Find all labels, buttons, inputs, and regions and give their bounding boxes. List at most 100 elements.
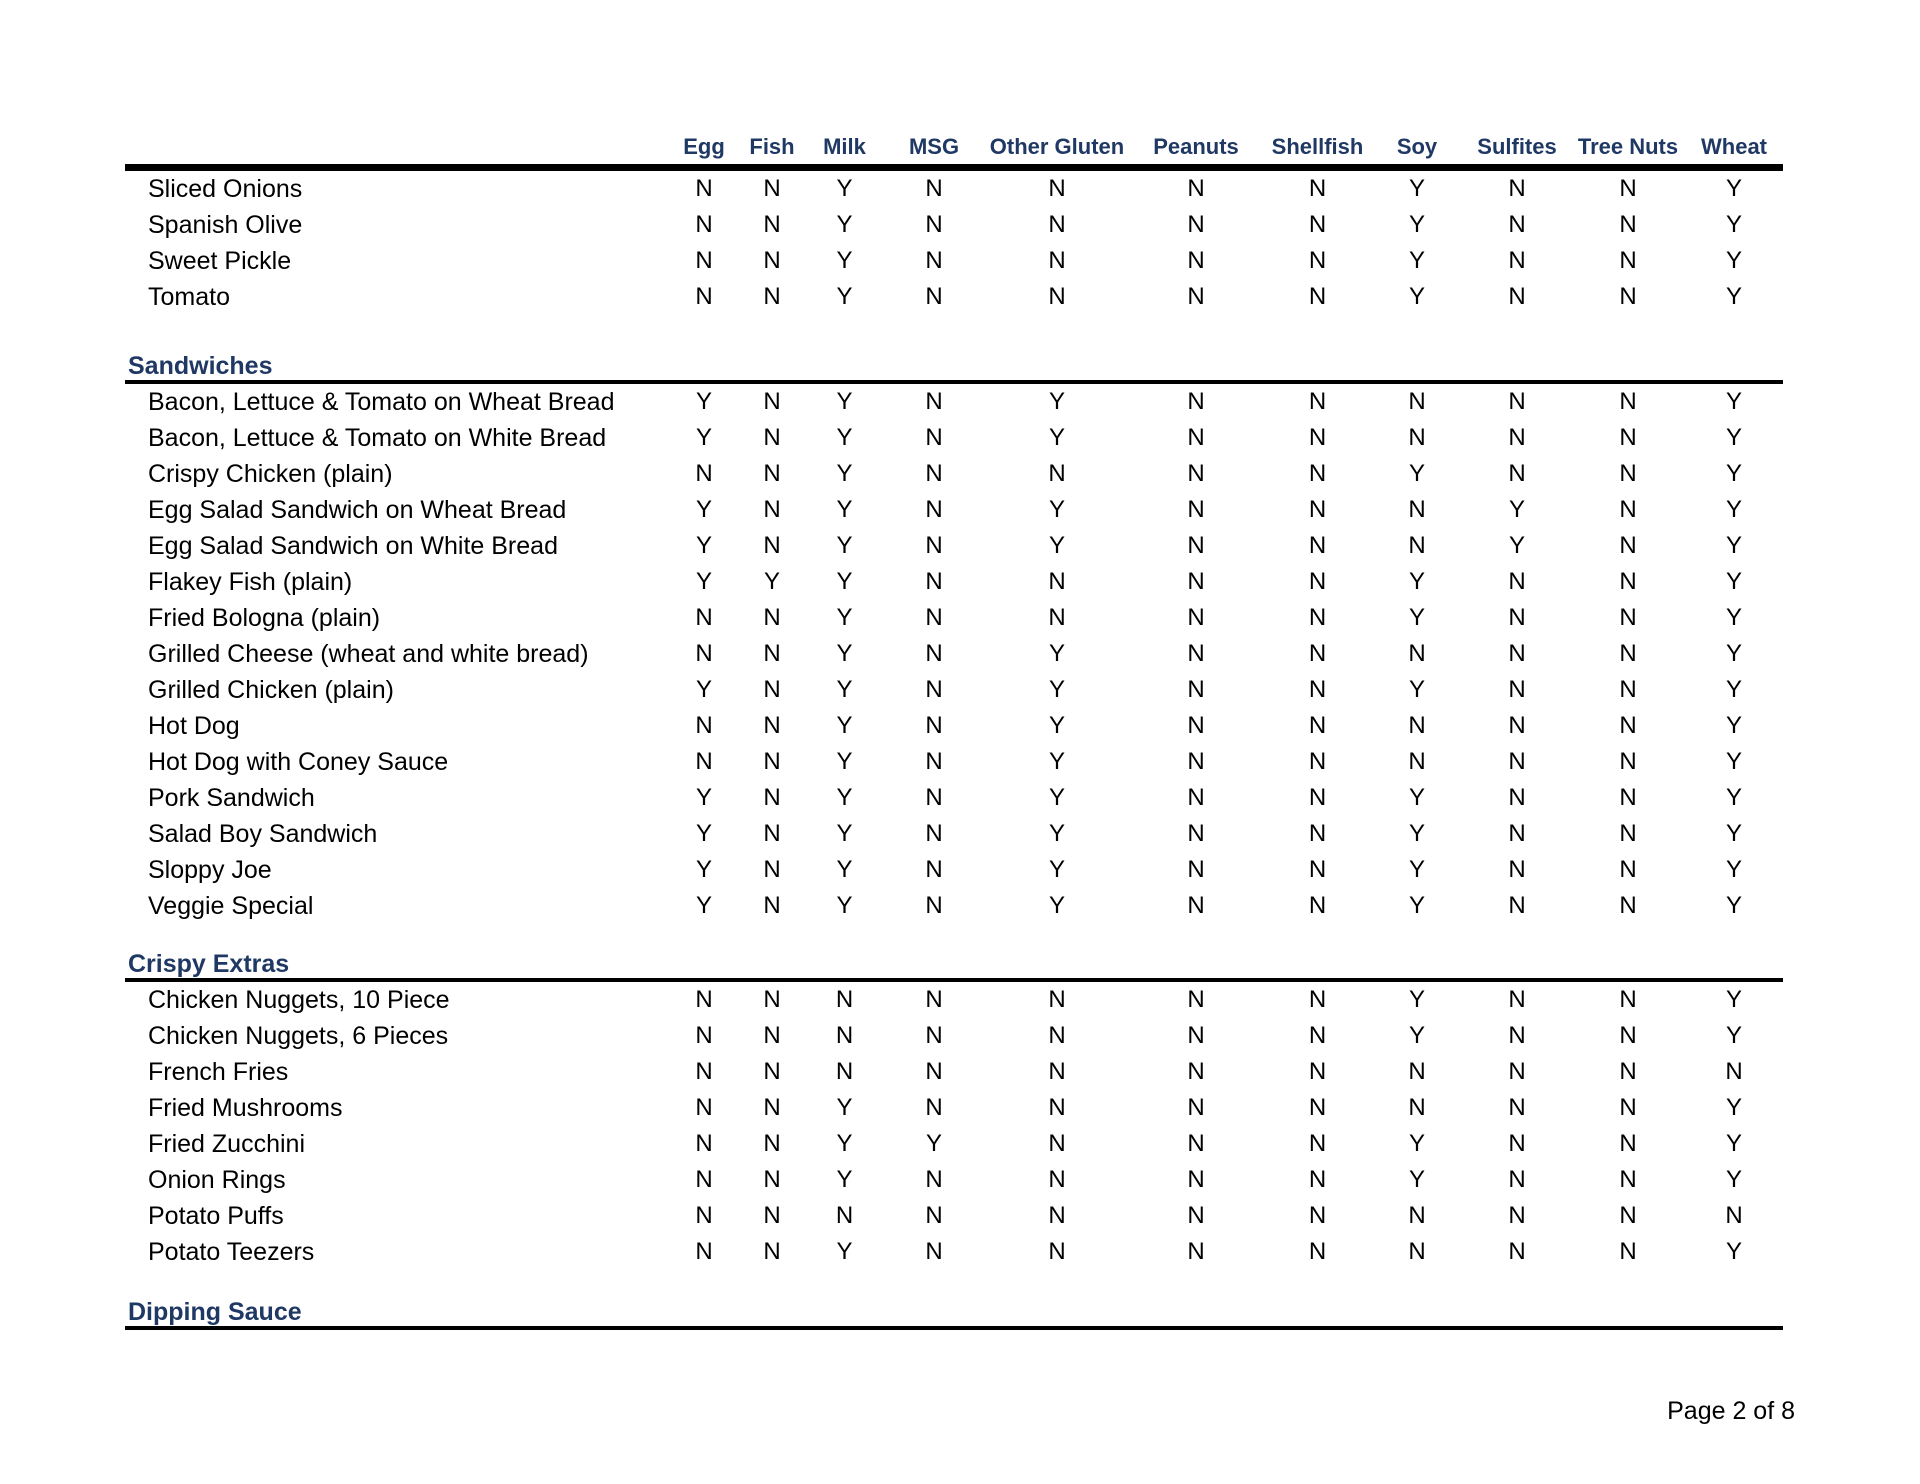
- allergen-value-cell: N: [1048, 1022, 1066, 1049]
- allergen-value-cell: N: [1308, 986, 1327, 1013]
- allergen-value-cell: N: [1508, 784, 1526, 811]
- allergen-value-cell: Y: [1048, 496, 1065, 523]
- allergen-value-cell: N: [925, 1058, 943, 1085]
- allergen-value-cell: N: [1308, 211, 1327, 238]
- allergen-value-cell: N: [1508, 1022, 1526, 1049]
- allergen-value-cell: N: [1187, 676, 1205, 703]
- column-header: Sulfites: [1477, 134, 1557, 159]
- allergen-value-cell: Y: [1408, 1166, 1425, 1193]
- table-row: Egg Salad Sandwich on Wheat Bread Y N Y N Y N N…: [125, 492, 1783, 528]
- allergen-value-cell: N: [695, 986, 713, 1013]
- allergen-value-cell: N: [1508, 748, 1526, 775]
- item-name-cell: Grilled Chicken (plain): [148, 675, 394, 704]
- allergen-value-cell: N: [695, 1094, 713, 1121]
- allergen-value-cell: N: [925, 820, 943, 847]
- allergen-value-cell: N: [1187, 820, 1205, 847]
- allergen-value-cell: N: [1508, 568, 1526, 595]
- allergen-value-cell: N: [695, 640, 713, 667]
- allergen-value-cell: N: [1308, 460, 1327, 487]
- table-row: Potato Puffs N N N N N N N N N N N: [125, 1198, 1783, 1234]
- allergen-value-cell: N: [925, 892, 943, 919]
- allergen-value-cell: N: [925, 1238, 943, 1265]
- allergen-value-cell: Y: [1725, 1130, 1742, 1157]
- allergen-value-cell: N: [695, 1238, 713, 1265]
- section-rule: [125, 978, 1783, 982]
- allergen-value-cell: N: [1187, 856, 1205, 883]
- table-row: Sweet Pickle N N Y N N N N Y N N Y: [125, 243, 1783, 279]
- allergen-value-cell: N: [1187, 388, 1205, 415]
- allergen-value-cell: Y: [836, 1238, 853, 1265]
- allergen-value-cell: Y: [836, 532, 853, 559]
- allergen-value-cell: N: [1408, 496, 1426, 523]
- allergen-value-cell: N: [1508, 640, 1526, 667]
- allergen-value-cell: Y: [1048, 856, 1065, 883]
- allergen-value-cell: N: [1508, 175, 1526, 202]
- table-row: Pork Sandwich Y N Y N Y N N Y N N Y: [125, 780, 1783, 816]
- allergen-table: Egg Fish Milk MSG Other Gluten Peanuts Shellfi…: [125, 134, 1783, 1330]
- allergen-value-cell: N: [1619, 388, 1637, 415]
- allergen-value-cell: N: [1408, 388, 1426, 415]
- allergen-value-cell: N: [1725, 1202, 1743, 1229]
- allergen-value-cell: Y: [1048, 892, 1065, 919]
- allergen-value-cell: Y: [1048, 784, 1065, 811]
- table-row: Fried Mushrooms N N Y N N N N N N N Y: [125, 1090, 1783, 1126]
- allergen-value-cell: Y: [1048, 532, 1065, 559]
- allergen-value-cell: N: [1508, 1202, 1526, 1229]
- allergen-value-cell: N: [1508, 1130, 1526, 1157]
- allergen-value-cell: N: [1187, 986, 1205, 1013]
- column-header: MSG: [908, 134, 960, 159]
- allergen-value-cell: N: [1187, 604, 1205, 631]
- allergen-value-cell: Y: [836, 892, 853, 919]
- allergen-value-cell: Y: [1408, 676, 1425, 703]
- allergen-value-cell: N: [1187, 283, 1205, 310]
- allergen-value-cell: N: [1308, 424, 1327, 451]
- allergen-value-cell: Y: [1048, 712, 1065, 739]
- item-name-cell: Egg Salad Sandwich on White Bread: [148, 531, 558, 560]
- allergen-value-cell: N: [1619, 1202, 1637, 1229]
- allergen-value-cell: N: [1508, 892, 1526, 919]
- allergen-value-cell: N: [1187, 460, 1205, 487]
- allergen-value-cell: N: [1408, 748, 1426, 775]
- allergen-value-cell: N: [1308, 892, 1327, 919]
- allergen-value-cell: N: [1308, 1094, 1327, 1121]
- item-name-cell: Egg Salad Sandwich on Wheat Bread: [148, 495, 567, 524]
- table-row: Egg Salad Sandwich on White Bread Y N Y N Y N N…: [125, 528, 1783, 564]
- allergen-value-cell: N: [1619, 532, 1637, 559]
- allergen-value-cell: Y: [1725, 211, 1742, 238]
- section-title: Dipping Sauce: [128, 1298, 302, 1326]
- allergen-value-cell: N: [1619, 424, 1637, 451]
- allergen-value-cell: N: [925, 247, 943, 274]
- allergen-value-cell: Y: [1725, 1094, 1742, 1121]
- allergen-value-cell: N: [1619, 1238, 1637, 1265]
- column-header-row: Egg Fish Milk MSG Other Gluten Peanuts Shellfi…: [125, 134, 1783, 164]
- allergen-value-cell: N: [925, 1202, 943, 1229]
- allergen-value-cell: Y: [1408, 604, 1425, 631]
- allergen-value-cell: Y: [695, 388, 712, 415]
- allergen-value-cell: Y: [1408, 784, 1425, 811]
- allergen-value-cell: N: [763, 1022, 781, 1049]
- allergen-value-cell: N: [1619, 247, 1637, 274]
- allergen-value-cell: N: [1508, 676, 1526, 703]
- allergen-value-cell: N: [1308, 820, 1327, 847]
- allergen-value-cell: N: [925, 1166, 943, 1193]
- allergen-value-cell: N: [1619, 640, 1637, 667]
- allergen-value-cell: N: [1508, 424, 1526, 451]
- allergen-value-cell: Y: [1725, 424, 1742, 451]
- table-row: Chicken Nuggets, 6 Pieces N N N N N N N Y N N Y: [125, 1018, 1783, 1054]
- allergen-value-cell: N: [1408, 532, 1426, 559]
- section-title: Sandwiches: [128, 352, 273, 380]
- allergen-value-cell: N: [763, 856, 781, 883]
- allergen-value-cell: N: [1408, 1094, 1426, 1121]
- allergen-value-cell: N: [1187, 568, 1205, 595]
- item-name-cell: Sliced Onions: [148, 174, 303, 203]
- allergen-value-cell: N: [925, 283, 943, 310]
- table-row: Fried Bologna (plain) N N Y N N N N Y N N Y: [125, 600, 1783, 636]
- allergen-value-cell: N: [1308, 568, 1327, 595]
- allergen-value-cell: N: [1308, 1238, 1327, 1265]
- allergen-value-cell: N: [1187, 748, 1205, 775]
- allergen-value-cell: N: [1508, 1238, 1526, 1265]
- allergen-value-cell: N: [925, 712, 943, 739]
- allergen-value-cell: N: [1619, 283, 1637, 310]
- page-footer: Page 2 of 8: [1667, 1397, 1795, 1425]
- allergen-value-cell: N: [1048, 1094, 1066, 1121]
